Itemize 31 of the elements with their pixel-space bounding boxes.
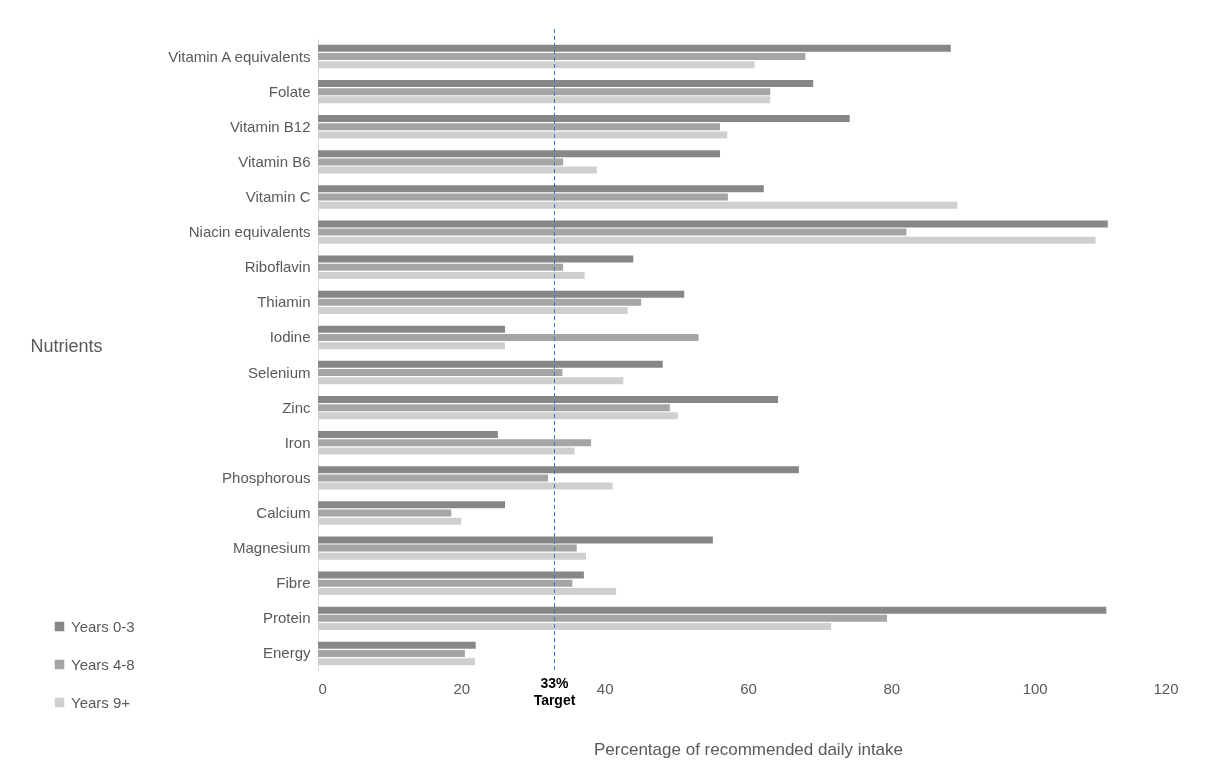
x-tick-label: 120 bbox=[1153, 679, 1179, 697]
y-tick-label: Niacin equivalents bbox=[188, 223, 311, 241]
y-tick-label: Energy bbox=[262, 644, 311, 662]
ref-line-label: 33% Target bbox=[533, 675, 576, 708]
y-tick-label: Vitamin C bbox=[245, 188, 311, 205]
y-tick-label: Phosphorous bbox=[222, 468, 311, 486]
x-axis-title: Percentage of recommended daily intake bbox=[593, 739, 904, 759]
y-tick-label: Iodine bbox=[269, 328, 311, 346]
y-tick-label: Fibre bbox=[276, 574, 311, 592]
y-tick-label: Protein bbox=[262, 609, 311, 627]
y-tick-label: Vitamin B12 bbox=[229, 117, 311, 135]
y-tick-label: Vitamin B6 bbox=[238, 152, 311, 170]
x-tick-label: 20 bbox=[453, 679, 471, 697]
x-tick-label: 60 bbox=[740, 679, 757, 697]
legend-label: Years 9+ bbox=[71, 693, 131, 711]
x-tick-label: 40 bbox=[596, 679, 614, 697]
x-tick-label: 80 bbox=[883, 679, 901, 697]
y-axis-title: Nutrients bbox=[30, 335, 103, 356]
y-tick-label: Zinc bbox=[282, 398, 311, 416]
y-tick-label: Iron bbox=[284, 433, 311, 451]
y-tick-label: Thiamin bbox=[257, 293, 311, 311]
y-tick-label: Selenium bbox=[247, 363, 311, 381]
y-tick-label: Magnesium bbox=[232, 539, 311, 557]
y-tick-label: Vitamin A equivalents bbox=[168, 47, 311, 65]
legend-label: Years 4-8 bbox=[71, 655, 135, 673]
y-tick-label: Calcium bbox=[256, 504, 311, 521]
x-tick-label: 100 bbox=[1022, 679, 1048, 697]
y-tick-label: Riboflavin bbox=[244, 258, 311, 276]
x-tick-label: 0 bbox=[318, 679, 327, 697]
y-tick-label: Folate bbox=[268, 82, 311, 100]
legend-label: Years 0-3 bbox=[71, 617, 135, 635]
